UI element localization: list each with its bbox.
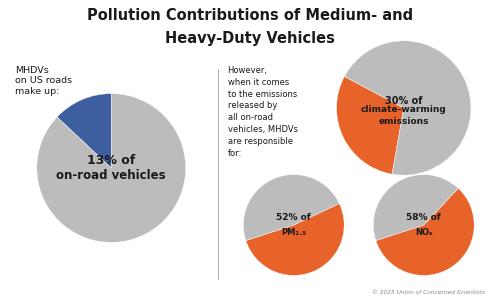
Text: © 2025 Union of Concerned Scientists: © 2025 Union of Concerned Scientists xyxy=(372,290,485,295)
Text: MHDVs
on US roads
make up:: MHDVs on US roads make up: xyxy=(15,66,72,96)
Wedge shape xyxy=(336,76,404,174)
Text: 13% of: 13% of xyxy=(87,154,136,167)
Text: on-road vehicles: on-road vehicles xyxy=(56,169,166,182)
Wedge shape xyxy=(374,175,458,241)
Wedge shape xyxy=(344,41,471,175)
Text: 30% of: 30% of xyxy=(385,95,422,106)
Wedge shape xyxy=(246,203,344,275)
Text: NOₓ: NOₓ xyxy=(415,228,432,237)
Text: 52% of: 52% of xyxy=(276,213,311,222)
Text: However,
when it comes
to the emissions
released by
all on-road
vehicles, MHDVs
: However, when it comes to the emissions … xyxy=(228,66,298,158)
Text: 58% of: 58% of xyxy=(406,213,441,222)
Text: climate-warming
emissions: climate-warming emissions xyxy=(361,105,446,125)
Wedge shape xyxy=(244,175,340,241)
Text: Heavy-Duty Vehicles: Heavy-Duty Vehicles xyxy=(165,32,335,46)
Text: PM₂.₅: PM₂.₅ xyxy=(281,228,306,237)
Wedge shape xyxy=(57,94,112,168)
Text: Pollution Contributions of Medium- and: Pollution Contributions of Medium- and xyxy=(87,8,413,22)
Wedge shape xyxy=(37,94,186,242)
Wedge shape xyxy=(376,188,474,275)
